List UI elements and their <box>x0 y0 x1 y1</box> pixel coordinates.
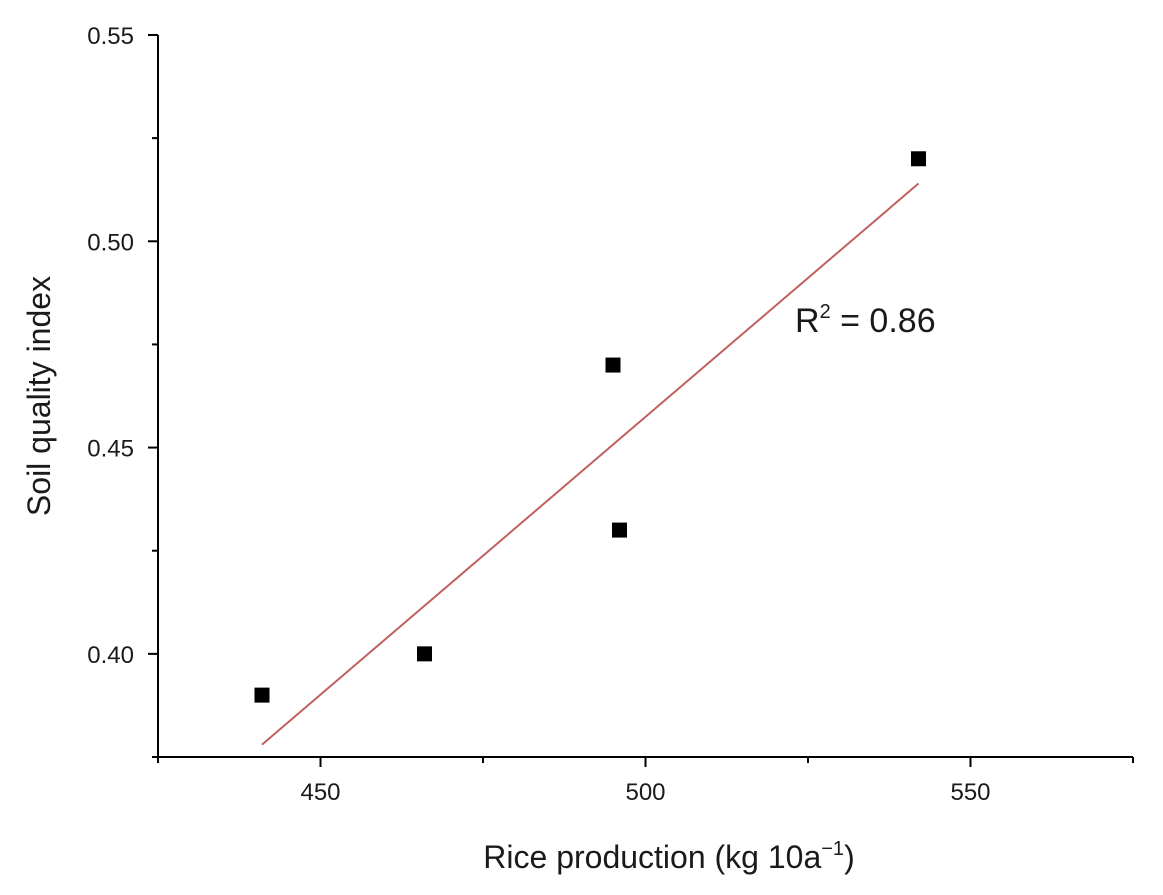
data-point <box>254 687 270 703</box>
tick-labels: 450 500 550 0.40 0.45 0.50 0.55 <box>87 23 990 806</box>
x-tick-label: 500 <box>625 779 665 806</box>
r-squared-prefix: R <box>795 302 820 340</box>
x-tick-label: 550 <box>950 779 990 806</box>
fit-line-group <box>261 182 920 746</box>
r-squared-superscript: 2 <box>820 301 831 323</box>
data-point <box>417 646 432 662</box>
x-axis-label-main: Rice production (kg 10a <box>483 839 821 875</box>
y-tick-label: 0.55 <box>87 23 134 50</box>
data-point <box>605 357 621 373</box>
x-axis-label-superscript: −1 <box>821 838 844 860</box>
x-axis-label-close: ) <box>844 839 855 875</box>
data-point <box>911 151 926 167</box>
x-tick-label: 450 <box>300 779 340 806</box>
ticks <box>148 34 1134 767</box>
data-point <box>612 522 627 538</box>
y-tick-label: 0.45 <box>87 436 134 463</box>
x-axis-label: Rice production (kg 10a−1) <box>483 838 854 875</box>
y-tick-label: 0.40 <box>87 642 134 669</box>
axes <box>157 35 1133 758</box>
data-points <box>254 151 926 703</box>
y-axis-label: Soil quality index <box>21 276 57 516</box>
y-tick-label: 0.50 <box>87 229 134 256</box>
r-squared-value: = 0.86 <box>831 302 936 340</box>
r-squared-annotation: R2 = 0.86 <box>795 301 936 340</box>
regression-line <box>261 182 920 746</box>
